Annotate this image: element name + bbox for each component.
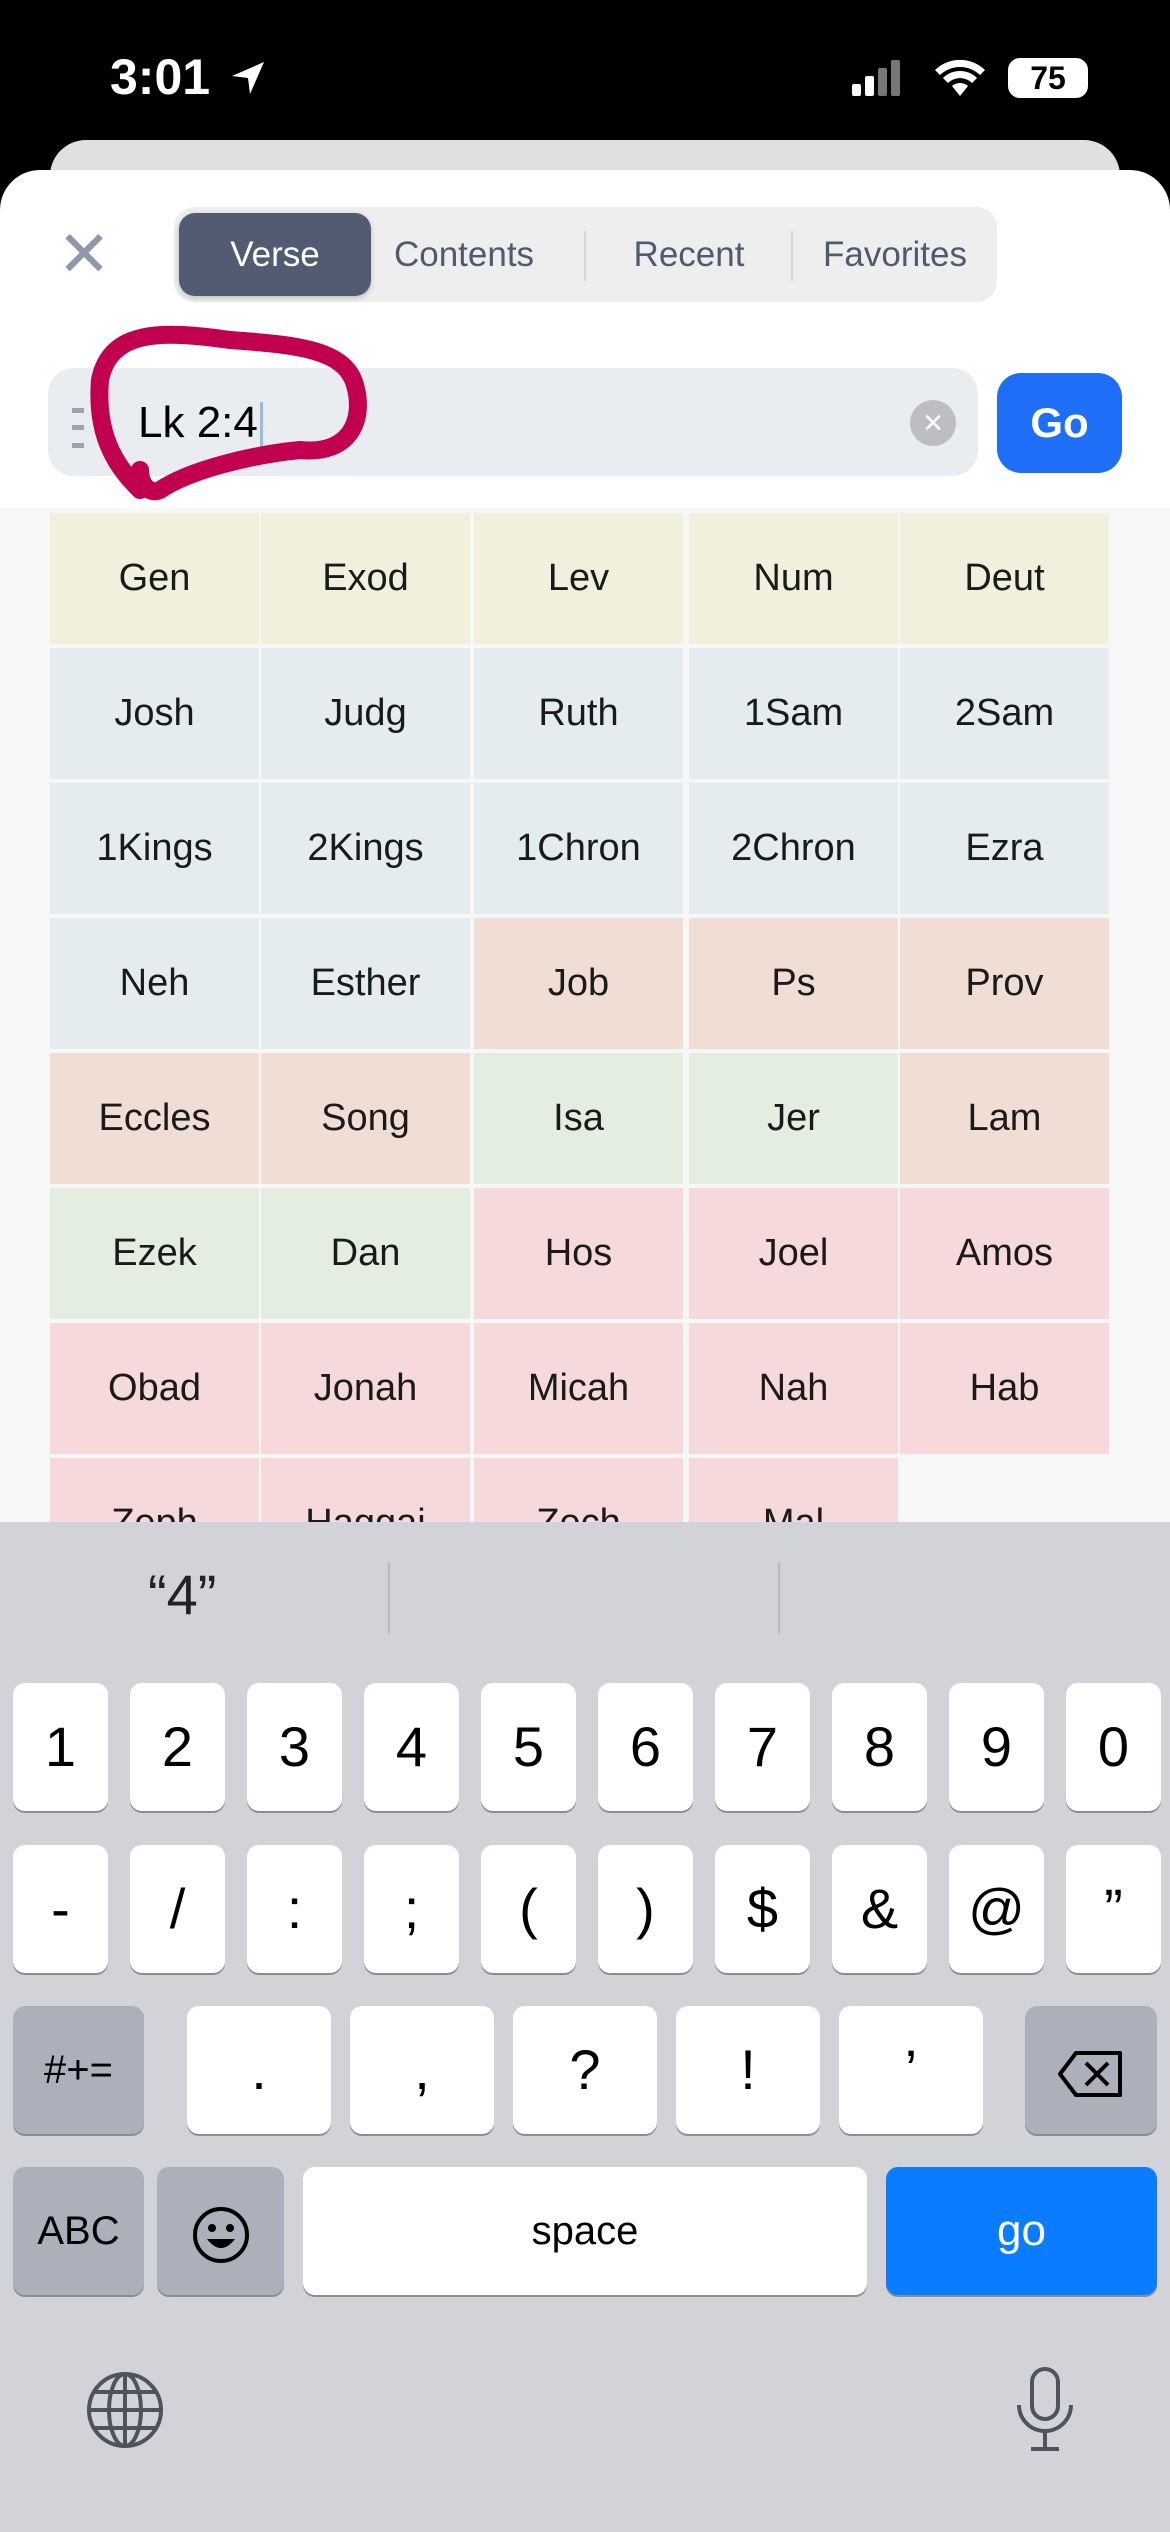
book-ps[interactable]: Ps: [689, 918, 898, 1049]
microphone-icon[interactable]: [1005, 2365, 1085, 2455]
suggestion-divider: [388, 1562, 390, 1634]
key-symbol[interactable]: -: [13, 1845, 108, 1973]
book-1chron[interactable]: 1Chron: [474, 783, 683, 914]
book-gen[interactable]: Gen: [50, 513, 259, 644]
book-prov[interactable]: Prov: [900, 918, 1109, 1049]
book-job[interactable]: Job: [474, 918, 683, 1049]
book-dan[interactable]: Dan: [261, 1188, 470, 1319]
key-punct[interactable]: ’: [839, 2006, 983, 2134]
key-symbol[interactable]: /: [130, 1845, 225, 1973]
status-time: 3:01: [110, 49, 211, 105]
key-8[interactable]: 9: [949, 1683, 1044, 1811]
tab-recent[interactable]: Recent: [633, 235, 745, 274]
book-exod[interactable]: Exod: [261, 513, 470, 644]
tab-verse[interactable]: Verse: [179, 213, 371, 296]
key-symbol[interactable]: (: [481, 1845, 576, 1973]
book-neh[interactable]: Neh: [50, 918, 259, 1049]
book-lev[interactable]: Lev: [474, 513, 683, 644]
book-zech[interactable]: Zech: [474, 1458, 683, 1522]
book-song[interactable]: Song: [261, 1053, 470, 1184]
book-haggai[interactable]: Haggai: [261, 1458, 470, 1522]
book-zeph[interactable]: Zeph: [50, 1458, 259, 1522]
book-eccles[interactable]: Eccles: [50, 1053, 259, 1184]
cellular-signal-icon: [852, 60, 900, 96]
book-num[interactable]: Num: [689, 513, 898, 644]
key-3[interactable]: 4: [364, 1683, 459, 1811]
key-7[interactable]: 8: [832, 1683, 927, 1811]
close-button[interactable]: ✕: [57, 218, 111, 290]
book-josh[interactable]: Josh: [50, 648, 259, 779]
book-2chron[interactable]: 2Chron: [689, 783, 898, 914]
book-amos[interactable]: Amos: [900, 1188, 1109, 1319]
book-esther[interactable]: Esther: [261, 918, 470, 1049]
space-key[interactable]: space: [303, 2167, 867, 2295]
book-deut[interactable]: Deut: [900, 513, 1109, 644]
book-micah[interactable]: Micah: [474, 1323, 683, 1454]
clear-circle-icon[interactable]: ×: [910, 400, 956, 446]
book-hos[interactable]: Hos: [474, 1188, 683, 1319]
book-joel[interactable]: Joel: [689, 1188, 898, 1319]
symbols-mode-key[interactable]: #+=: [13, 2006, 144, 2134]
book-jer[interactable]: Jer: [689, 1053, 898, 1184]
book-grid: Gen Exod Lev Num Deut Josh Judg Ruth 1Sam 2Sam 1Ki…: [0, 508, 1170, 1522]
key-symbol[interactable]: @: [949, 1845, 1044, 1973]
tab-divider: [791, 231, 793, 281]
key-5[interactable]: 6: [598, 1683, 693, 1811]
wifi-icon: [935, 59, 985, 96]
key-punct[interactable]: !: [676, 2006, 820, 2134]
search-value: Lk 2:4: [138, 398, 258, 447]
key-symbol[interactable]: :: [247, 1845, 342, 1973]
go-key[interactable]: go: [886, 2167, 1157, 2295]
verse-search-input[interactable]: Lk 2:4 ×: [48, 368, 978, 476]
book-nah[interactable]: Nah: [689, 1323, 898, 1454]
abc-key[interactable]: ABC: [13, 2167, 144, 2295]
tab-favorites[interactable]: Favorites: [823, 235, 967, 274]
key-9[interactable]: 0: [1066, 1683, 1161, 1811]
book-ruth[interactable]: Ruth: [474, 648, 683, 779]
book-ezra[interactable]: Ezra: [900, 783, 1109, 914]
key-symbol[interactable]: ;: [364, 1845, 459, 1973]
book-1sam[interactable]: 1Sam: [689, 648, 898, 779]
tab-bar: Verse Contents Recent Favorites: [174, 207, 997, 302]
battery-level: 75: [1030, 60, 1066, 96]
key-2[interactable]: 3: [247, 1683, 342, 1811]
book-2kings[interactable]: 2Kings: [261, 783, 470, 914]
key-symbol[interactable]: ): [598, 1845, 693, 1973]
book-ezek[interactable]: Ezek: [50, 1188, 259, 1319]
key-0[interactable]: 1: [13, 1683, 108, 1811]
book-1kings[interactable]: 1Kings: [50, 783, 259, 914]
key-symbol[interactable]: $: [715, 1845, 810, 1973]
tab-divider: [584, 231, 586, 281]
book-jonah[interactable]: Jonah: [261, 1323, 470, 1454]
suggestion-1[interactable]: “4”: [148, 1563, 217, 1626]
book-lam[interactable]: Lam: [900, 1053, 1109, 1184]
key-1[interactable]: 2: [130, 1683, 225, 1811]
text-caret: [259, 402, 263, 449]
key-symbol[interactable]: &: [832, 1845, 927, 1973]
key-punct[interactable]: .: [187, 2006, 331, 2134]
list-icon: [72, 408, 84, 448]
book-2sam[interactable]: 2Sam: [900, 648, 1109, 779]
book-isa[interactable]: Isa: [474, 1053, 683, 1184]
book-mal[interactable]: Mal: [689, 1458, 898, 1522]
tab-contents[interactable]: Contents: [393, 235, 535, 274]
book-obad[interactable]: Obad: [50, 1323, 259, 1454]
book-judg[interactable]: Judg: [261, 648, 470, 779]
go-button[interactable]: Go: [997, 373, 1122, 473]
key-punct[interactable]: ,: [350, 2006, 494, 2134]
emoji-icon[interactable]: [157, 2167, 284, 2295]
globe-icon[interactable]: [85, 2370, 165, 2450]
key-4[interactable]: 5: [481, 1683, 576, 1811]
suggestion-divider: [778, 1562, 780, 1634]
backspace-icon[interactable]: [1025, 2006, 1157, 2134]
key-symbol[interactable]: ”: [1066, 1845, 1161, 1973]
battery-icon: 75: [1008, 58, 1088, 98]
location-arrow-icon: [232, 62, 264, 94]
key-6[interactable]: 7: [715, 1683, 810, 1811]
key-punct[interactable]: ?: [513, 2006, 657, 2134]
book-hab[interactable]: Hab: [900, 1323, 1109, 1454]
